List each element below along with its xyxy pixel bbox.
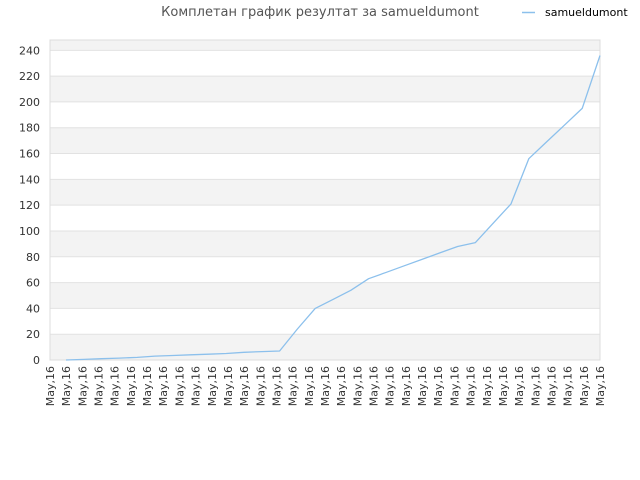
x-tick-label: May,16 bbox=[432, 366, 445, 406]
plot-band bbox=[50, 101, 600, 128]
x-tick-label: May,16 bbox=[335, 366, 348, 406]
x-tick-label: May,16 bbox=[416, 366, 429, 406]
plot-band bbox=[50, 179, 600, 206]
chart-title: Комплетан график резултат за samueldumon… bbox=[161, 5, 479, 20]
x-tick-label: May,16 bbox=[529, 366, 542, 406]
plot-band bbox=[50, 308, 600, 335]
legend-label: samueldumont bbox=[545, 6, 628, 19]
y-tick-label: 0 bbox=[33, 354, 40, 367]
x-tick-label: May,16 bbox=[594, 366, 607, 406]
x-tick-label: May,16 bbox=[141, 366, 154, 406]
plot-band bbox=[50, 230, 600, 257]
y-axis-ticks: 0 20 40 60 80 100 120 140 160 180 200 220 240 bbox=[19, 44, 40, 367]
y-tick-label: 100 bbox=[19, 225, 40, 238]
plot-band bbox=[50, 256, 600, 283]
y-tick-label: 140 bbox=[19, 173, 40, 186]
x-tick-label: May,16 bbox=[173, 366, 186, 406]
plot-frame bbox=[49, 39, 601, 361]
plot-band bbox=[50, 127, 600, 154]
x-tick-label: May,16 bbox=[465, 366, 478, 406]
x-tick-label: May,16 bbox=[238, 366, 251, 406]
y-tick-label: 60 bbox=[26, 277, 40, 290]
x-tick-label: May,16 bbox=[76, 366, 89, 406]
x-tick-label: May,16 bbox=[384, 366, 397, 406]
series-line bbox=[65, 55, 601, 361]
plot-band bbox=[50, 76, 600, 102]
x-tick-label: May,16 bbox=[319, 366, 332, 406]
x-tick-label: May,16 bbox=[351, 366, 364, 406]
x-tick-label: May,16 bbox=[497, 366, 510, 406]
y-tick-label: 20 bbox=[26, 328, 40, 341]
plot-background-bands bbox=[50, 40, 600, 360]
plot-band bbox=[50, 334, 600, 360]
x-tick-label: May,16 bbox=[44, 366, 57, 406]
y-tick-label: 120 bbox=[19, 199, 40, 212]
x-tick-label: May,16 bbox=[109, 366, 122, 406]
plot-band bbox=[50, 40, 600, 51]
y-tick-label: 240 bbox=[19, 44, 40, 57]
x-axis-ticks: May,16 May,16 May,16 May,16 May,16 May,16 May,… bbox=[44, 366, 607, 406]
plot-band bbox=[50, 50, 600, 77]
x-tick-label: May,16 bbox=[578, 366, 591, 406]
x-tick-label: May,16 bbox=[562, 366, 575, 406]
x-tick-label: May,16 bbox=[93, 366, 106, 406]
legend: samueldumont bbox=[522, 6, 628, 19]
x-tick-label: May,16 bbox=[368, 366, 381, 406]
y-tick-label: 180 bbox=[19, 122, 40, 135]
plot-band bbox=[50, 205, 600, 231]
x-tick-label: May,16 bbox=[400, 366, 413, 406]
y-tick-label: 220 bbox=[19, 70, 40, 83]
x-tick-label: May,16 bbox=[270, 366, 283, 406]
y-tick-label: 160 bbox=[19, 148, 40, 161]
x-tick-label: May,16 bbox=[222, 366, 235, 406]
series-layer bbox=[65, 55, 601, 361]
x-tick-label: May,16 bbox=[60, 366, 73, 406]
x-tick-label: May,16 bbox=[254, 366, 267, 406]
y-tick-label: 200 bbox=[19, 96, 40, 109]
x-tick-label: May,16 bbox=[125, 366, 138, 406]
x-tick-label: May,16 bbox=[190, 366, 203, 406]
x-tick-label: May,16 bbox=[448, 366, 461, 406]
x-tick-label: May,16 bbox=[206, 366, 219, 406]
plot-band bbox=[50, 282, 600, 309]
gridlines bbox=[50, 49, 600, 361]
plot-band bbox=[50, 153, 600, 180]
y-tick-label: 80 bbox=[26, 251, 40, 264]
x-tick-label: May,16 bbox=[513, 366, 526, 406]
y-tick-label: 40 bbox=[26, 302, 40, 315]
x-tick-label: May,16 bbox=[303, 366, 316, 406]
x-tick-label: May,16 bbox=[157, 366, 170, 406]
x-tick-label: May,16 bbox=[481, 366, 494, 406]
x-tick-label: May,16 bbox=[545, 366, 558, 406]
x-tick-label: May,16 bbox=[287, 366, 300, 406]
